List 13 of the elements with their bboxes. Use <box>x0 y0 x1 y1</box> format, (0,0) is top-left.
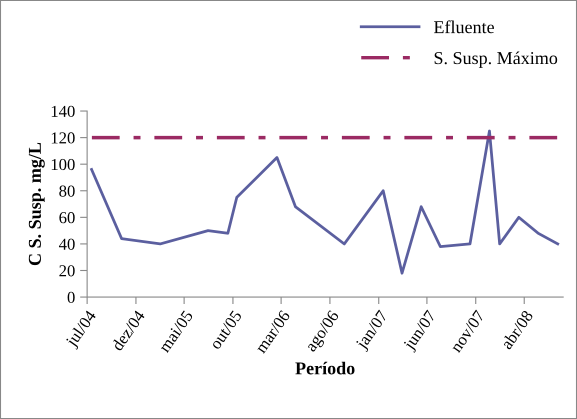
legend-label: S. Susp. Máximo <box>434 51 558 68</box>
x-axis-title: Período <box>295 362 355 374</box>
line-series <box>90 130 560 275</box>
y-tick-label: 140 <box>52 106 75 117</box>
y-tick-label: 0 <box>68 292 75 304</box>
y-tick-label: 40 <box>58 238 75 250</box>
y-tick-label: 100 <box>52 158 75 170</box>
y-tick-label: 120 <box>52 132 75 144</box>
legend-label: Efluente <box>434 20 494 34</box>
y-tick-label: 60 <box>59 212 75 224</box>
y-tick-label: 80 <box>59 185 75 197</box>
y-tick-label: 20 <box>59 265 75 276</box>
y-axis-title: C S. Susp. mg/L <box>28 142 45 266</box>
